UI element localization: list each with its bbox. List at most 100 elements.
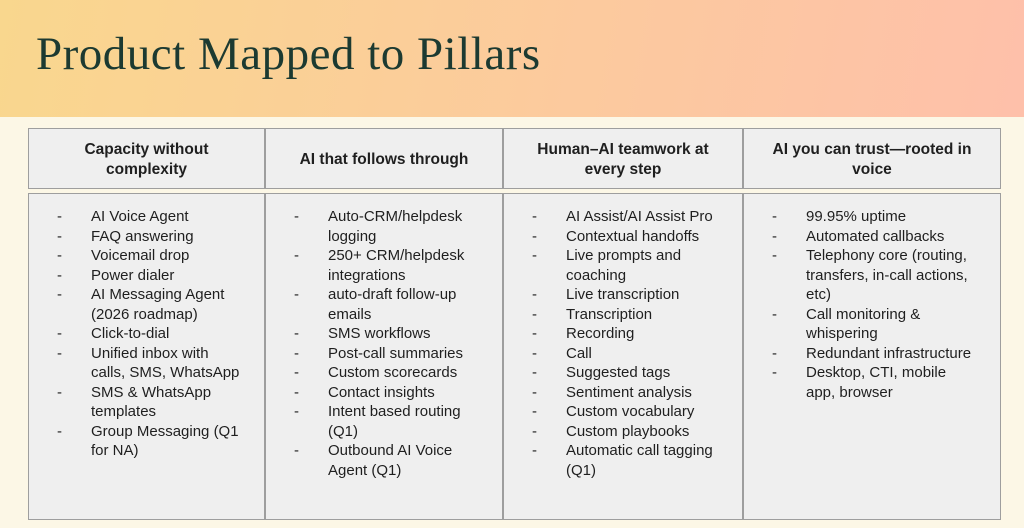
feature-item: - Live transcription — [504, 285, 718, 305]
feature-item: - Suggested tags — [504, 363, 718, 383]
feature-item: - Group Messaging (Q1 for NA) — [29, 422, 240, 461]
feature-item: - Voicemail drop — [29, 246, 240, 266]
feature-item-text: Live transcription — [566, 286, 680, 303]
column-header-3: Human–AI teamwork at every step — [502, 128, 743, 189]
feature-item-text: 99.95% uptime — [806, 208, 907, 225]
column-cell-3: - AI Assist/AI Assist Pro - Contextual hand… — [502, 193, 743, 520]
table-body-row: - AI Voice Agent - FAQ answering - Voicemail … — [28, 193, 1001, 520]
feature-item-text: AI Assist/AI Assist Pro — [566, 208, 713, 225]
feature-item: - AI Messaging Agent (2026 roadmap) — [29, 285, 240, 324]
page-title: Product Mapped to Pillars — [36, 28, 541, 80]
feature-item: - AI Voice Agent — [29, 207, 240, 227]
feature-item-text: auto-draft follow-up emails — [328, 286, 457, 323]
column-cell-4: - 99.95% uptime - Automated callbacks - Telep… — [742, 193, 1001, 520]
feature-item-text: Live prompts and coaching — [566, 247, 682, 284]
feature-item: - Custom playbooks — [504, 422, 718, 442]
bullet-dash: - — [294, 247, 299, 264]
feature-item-text: SMS & WhatsApp templates — [91, 383, 212, 421]
feature-item-text: Desktop, CTI, mobile app, browser — [806, 364, 947, 401]
feature-item-text: Custom scorecards — [328, 364, 458, 381]
feature-item: - Power dialer — [29, 266, 240, 286]
feature-item-text: SMS workflows — [328, 325, 431, 342]
title-banner: Product Mapped to Pillars — [0, 0, 1024, 117]
feature-item-text: Auto-CRM/helpdesk logging — [328, 208, 463, 245]
feature-item: - auto-draft follow-up emails — [266, 285, 478, 324]
column-header-2: AI that follows through — [264, 128, 503, 189]
feature-item-text: Click-to-dial — [91, 325, 170, 342]
feature-item: - Auto-CRM/helpdesk logging — [266, 207, 478, 246]
feature-item-text: AI Messaging Agent (2026 roadmap) — [91, 286, 225, 323]
feature-item-text: Outbound AI Voice Agent (Q1) — [328, 442, 453, 479]
feature-item: - Post-call summaries — [266, 344, 478, 364]
feature-item-text: Unified inbox with calls, SMS, WhatsApp — [91, 344, 240, 382]
feature-item-text: Post-call summaries — [328, 344, 464, 362]
feature-item: - Automatic call tagging (Q1) — [504, 441, 718, 480]
feature-item-text: Voicemail drop — [91, 247, 190, 264]
feature-list: - AI Voice Agent - FAQ answering - Voicemail … — [29, 207, 240, 461]
feature-item-text: Automated callbacks — [806, 227, 945, 245]
feature-item-text: Group Messaging (Q1 for NA) — [91, 422, 239, 460]
feature-item: - AI Assist/AI Assist Pro — [504, 207, 718, 227]
feature-item-text: Redundant infrastructure — [806, 344, 972, 362]
feature-item: - Contextual handoffs — [504, 227, 718, 247]
feature-list: - Auto-CRM/helpdesk logging - 250+ CRM/help… — [266, 207, 478, 480]
bullet-dash: - — [532, 227, 537, 245]
feature-item: - Live prompts and coaching — [504, 246, 718, 285]
feature-item: - Click-to-dial — [29, 324, 240, 344]
feature-item: - Transcription — [504, 305, 718, 325]
bullet-dash: - — [772, 247, 777, 264]
column-header-1: Capacity without complexity — [28, 128, 265, 189]
feature-item-text: Contextual handoffs — [566, 227, 700, 245]
feature-item: - Recording — [504, 324, 718, 344]
feature-item-text: Automatic call tagging (Q1) — [566, 442, 713, 479]
feature-list: - AI Assist/AI Assist Pro - Contextual hand… — [504, 207, 718, 480]
bullet-dash: - — [57, 286, 62, 303]
feature-item-text: AI Voice Agent — [91, 208, 189, 225]
bullet-dash: - — [772, 208, 777, 225]
feature-item-text: Sentiment analysis — [566, 383, 692, 401]
bullet-dash: - — [532, 305, 537, 323]
bullet-dash: - — [294, 344, 299, 362]
column-header-4: AI you can trust—rooted in voice — [742, 128, 1001, 189]
bullet-dash: - — [57, 344, 62, 362]
feature-item: - FAQ answering — [29, 227, 240, 247]
feature-item: - Telephony core (routing, transfers, in-… — [744, 246, 976, 305]
bullet-dash: - — [57, 383, 62, 401]
feature-item-text: Suggested tags — [566, 364, 671, 381]
bullet-dash: - — [294, 286, 299, 303]
feature-item-text: Contact insights — [328, 383, 435, 401]
feature-item-text: Recording — [566, 325, 635, 342]
bullet-dash: - — [532, 364, 537, 381]
feature-item-text: Transcription — [566, 305, 653, 323]
bullet-dash: - — [772, 344, 777, 362]
bullet-dash: - — [294, 208, 299, 225]
bullet-dash: - — [294, 364, 299, 381]
bullet-dash: - — [772, 305, 777, 323]
bullet-dash: - — [57, 227, 62, 245]
bullet-dash: - — [57, 325, 62, 342]
feature-item-text: Call monitoring & whispering — [806, 305, 921, 343]
feature-item: - Sentiment analysis — [504, 383, 718, 403]
bullet-dash: - — [532, 422, 537, 440]
feature-item: - Call monitoring & whispering — [744, 305, 976, 344]
feature-item-text: Intent based routing (Q1) — [328, 403, 461, 440]
feature-item-text: 250+ CRM/helpdesk integrations — [328, 247, 465, 284]
bullet-dash: - — [57, 247, 62, 264]
bullet-dash: - — [532, 286, 537, 303]
bullet-dash: - — [532, 247, 537, 264]
bullet-dash: - — [772, 227, 777, 245]
feature-item: - Intent based routing (Q1) — [266, 402, 478, 441]
feature-item-text: Custom vocabulary — [566, 403, 695, 420]
bullet-dash: - — [532, 383, 537, 401]
feature-item: - Custom vocabulary — [504, 402, 718, 422]
bullet-dash: - — [57, 208, 62, 225]
feature-item: - Custom scorecards — [266, 363, 478, 383]
feature-item: - Unified inbox with calls, SMS, WhatsApp — [29, 344, 240, 383]
bullet-dash: - — [532, 344, 537, 362]
bullet-dash: - — [57, 422, 62, 440]
feature-item: - 99.95% uptime — [744, 207, 976, 227]
bullet-dash: - — [532, 325, 537, 342]
bullet-dash: - — [532, 403, 537, 420]
table-header-row: Capacity without complexity AI that follo… — [28, 128, 1001, 189]
